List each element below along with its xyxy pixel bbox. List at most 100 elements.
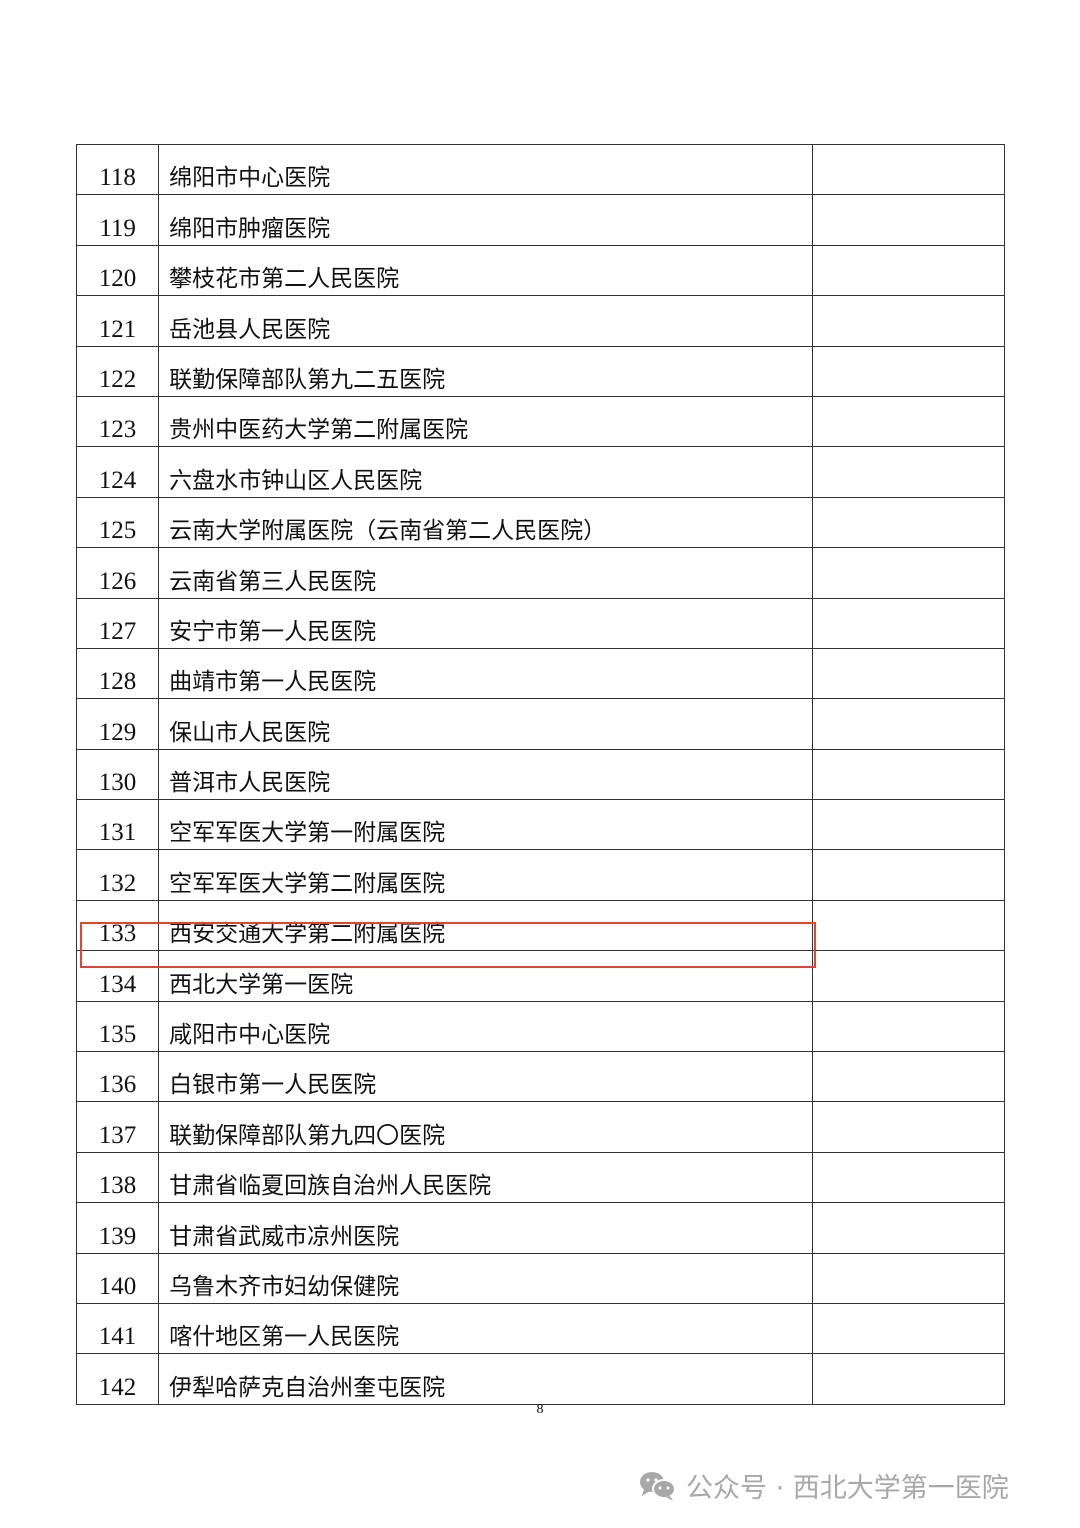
empty-cell [811,1252,1006,1304]
empty-cell [811,446,1006,498]
table-row: 133 西安交通大学第二附属医院 [75,899,1006,952]
hospital-table: 118 绵阳市中心医院 119 绵阳市肿瘤医院 120 攀枝花市第二人民医院 121 岳池县人… [75,143,1006,1405]
empty-cell [811,899,1006,952]
hospital-name: 攀枝花市第二人民医院 [158,244,813,297]
empty-cell [811,143,1006,196]
wechat-icon [640,1471,676,1501]
table-row: 128 曲靖市第一人民医院 [75,647,1006,700]
hospital-name: 绵阳市中心医院 [158,143,813,196]
hospital-name: 咸阳市中心医院 [158,1000,813,1053]
table-row: 131 空军军医大学第一附属医院 [75,799,1006,851]
empty-cell [811,1101,1006,1153]
table-row: 121 岳池县人民医院 [75,295,1006,347]
watermark: 公众号 · 西北大学第一医院 [638,1466,1009,1505]
row-number: 122 [75,345,160,397]
empty-cell [811,1202,1006,1254]
page-number: 8 [536,1402,544,1417]
row-number: 137 [75,1101,160,1153]
row-number: 133 [75,899,160,952]
row-number: 141 [75,1302,160,1355]
table-row: 119 绵阳市肿瘤医院 [75,194,1006,246]
table-row: 136 白银市第一人民医院 [75,1051,1006,1103]
hospital-name: 白银市第一人民医院 [158,1051,813,1103]
row-number: 142 [75,1353,160,1405]
hospital-name: 西安交通大学第二附属医院 [158,899,813,952]
watermark-text: 公众号 · 西北大学第一医院 [686,1473,1009,1504]
table-row: 139 甘肃省武威市凉州医院 [75,1202,1006,1254]
hospital-name: 云南省第三人民医院 [158,547,813,599]
empty-cell [811,799,1006,851]
row-number: 126 [75,547,160,599]
hospital-name: 喀什地区第一人民医院 [158,1302,813,1355]
empty-cell [811,194,1006,246]
row-number: 140 [75,1252,160,1304]
hospital-name: 甘肃省武威市凉州医院 [158,1202,813,1254]
table-row: 141 喀什地区第一人民医院 [75,1302,1006,1355]
empty-cell [811,698,1006,750]
hospital-name: 甘肃省临夏回族自治州人民医院 [158,1151,813,1204]
empty-cell [811,295,1006,347]
empty-cell [811,496,1006,549]
table-row: 135 咸阳市中心医院 [75,1000,1006,1053]
table-row: 124 六盘水市钟山区人民医院 [75,446,1006,498]
row-number: 127 [75,597,160,649]
row-number: 130 [75,748,160,801]
table-row: 125 云南大学附属医院（云南省第二人民医院） [75,496,1006,549]
hospital-name: 空军军医大学第一附属医院 [158,799,813,851]
highlight-box [80,922,816,968]
row-number: 121 [75,295,160,347]
table-row: 129 保山市人民医院 [75,698,1006,750]
empty-cell [811,244,1006,297]
table-row: 123 贵州中医药大学第二附属医院 [75,395,1006,448]
table-row: 142 伊犁哈萨克自治州奎屯医院 [75,1353,1006,1405]
row-number: 119 [75,194,160,246]
empty-cell [811,547,1006,599]
empty-cell [811,345,1006,397]
empty-cell [811,1353,1006,1405]
hospital-name: 贵州中医药大学第二附属医院 [158,395,813,448]
table-row: 120 攀枝花市第二人民医院 [75,244,1006,297]
hospital-name: 保山市人民医院 [158,698,813,750]
table-row-highlighted: 134 西北大学第一医院 [75,950,1006,1002]
table-row: 118 绵阳市中心医院 [75,143,1006,196]
empty-cell [811,1151,1006,1204]
row-number: 125 [75,496,160,549]
table-row: 127 安宁市第一人民医院 [75,597,1006,649]
empty-cell [811,849,1006,901]
row-number: 128 [75,647,160,700]
row-number: 136 [75,1051,160,1103]
empty-cell [811,1302,1006,1355]
row-number: 118 [75,143,160,196]
row-number: 139 [75,1202,160,1254]
hospital-name: 联勤保障部队第九四〇医院 [158,1101,813,1153]
row-number: 135 [75,1000,160,1053]
table-row: 138 甘肃省临夏回族自治州人民医院 [75,1151,1006,1204]
hospital-name: 云南大学附属医院（云南省第二人民医院） [158,496,813,549]
hospital-name: 安宁市第一人民医院 [158,597,813,649]
hospital-name: 西北大学第一医院 [158,950,813,1002]
table-row: 122 联勤保障部队第九二五医院 [75,345,1006,397]
row-number: 132 [75,849,160,901]
hospital-name: 伊犁哈萨克自治州奎屯医院 [158,1353,813,1405]
hospital-name: 岳池县人民医院 [158,295,813,347]
empty-cell [811,1051,1006,1103]
row-number: 129 [75,698,160,750]
row-number: 138 [75,1151,160,1204]
table-row: 137 联勤保障部队第九四〇医院 [75,1101,1006,1153]
hospital-name: 曲靖市第一人民医院 [158,647,813,700]
empty-cell [811,950,1006,1002]
hospital-name: 普洱市人民医院 [158,748,813,801]
hospital-name: 空军军医大学第二附属医院 [158,849,813,901]
table-row: 132 空军军医大学第二附属医院 [75,849,1006,901]
hospital-name: 乌鲁木齐市妇幼保健院 [158,1252,813,1304]
empty-cell [811,597,1006,649]
hospital-name: 六盘水市钟山区人民医院 [158,446,813,498]
table-row: 126 云南省第三人民医院 [75,547,1006,599]
empty-cell [811,1000,1006,1053]
row-number: 131 [75,799,160,851]
table-row: 140 乌鲁木齐市妇幼保健院 [75,1252,1006,1304]
table-row: 130 普洱市人民医院 [75,748,1006,801]
row-number: 124 [75,446,160,498]
row-number: 134 [75,950,160,1002]
empty-cell [811,748,1006,801]
